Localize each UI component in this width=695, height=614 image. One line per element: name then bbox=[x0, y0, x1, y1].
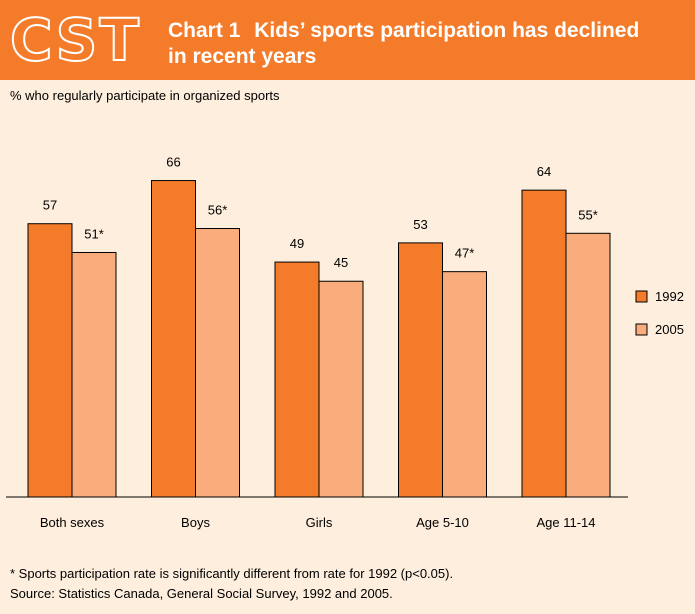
significance-footnote: * Sports participation rate is significa… bbox=[10, 566, 454, 581]
legend-label: 1992 bbox=[655, 289, 684, 304]
source-note: Source: Statistics Canada, General Socia… bbox=[10, 586, 393, 601]
chart-title-text: Kids’ sports participation has declined … bbox=[168, 19, 640, 68]
category-label: Age 5-10 bbox=[416, 515, 469, 530]
bar-2005 bbox=[442, 271, 487, 498]
data-label: 51* bbox=[84, 226, 104, 241]
bar-2005 bbox=[318, 280, 364, 498]
legend-label: 2005 bbox=[655, 322, 684, 337]
data-label: 47* bbox=[455, 246, 475, 261]
category-label: Girls bbox=[306, 515, 333, 530]
legend-swatch bbox=[635, 290, 648, 303]
cst-logo: CST bbox=[9, 5, 141, 75]
bar-2005 bbox=[71, 251, 117, 498]
data-label: 55* bbox=[578, 207, 598, 222]
category-label: Age 11-14 bbox=[536, 515, 595, 530]
bar-1992 bbox=[151, 180, 196, 498]
bar-2005 bbox=[565, 232, 611, 498]
data-label: 57 bbox=[43, 198, 57, 213]
bar-1992 bbox=[274, 261, 320, 498]
category-label: Boys bbox=[181, 515, 210, 530]
data-label: 45 bbox=[334, 255, 348, 270]
data-label: 53 bbox=[413, 217, 427, 232]
data-label: 49 bbox=[290, 236, 304, 251]
data-label: 66 bbox=[166, 155, 180, 170]
data-label: 56* bbox=[208, 203, 228, 218]
bar-1992 bbox=[521, 189, 567, 498]
bar-2005 bbox=[195, 228, 240, 498]
category-label: Both sexes bbox=[40, 515, 105, 530]
chart-number: Chart 1 bbox=[168, 19, 241, 42]
chart-title: Chart 1 Kids’ sports participation has d… bbox=[168, 18, 648, 70]
legend-swatch bbox=[635, 323, 648, 336]
y-axis-label: % who regularly participate in organized… bbox=[10, 88, 280, 103]
data-label: 64 bbox=[537, 164, 551, 179]
bar-1992 bbox=[27, 223, 73, 498]
bar-chart: 57 51* Both sexes 66 56* Boys 49 45 Girls 53 47* Ag… bbox=[6, 155, 684, 530]
bar-1992 bbox=[398, 242, 443, 498]
chart-header: CST Chart 1 Kids’ sports participation h… bbox=[0, 0, 695, 80]
